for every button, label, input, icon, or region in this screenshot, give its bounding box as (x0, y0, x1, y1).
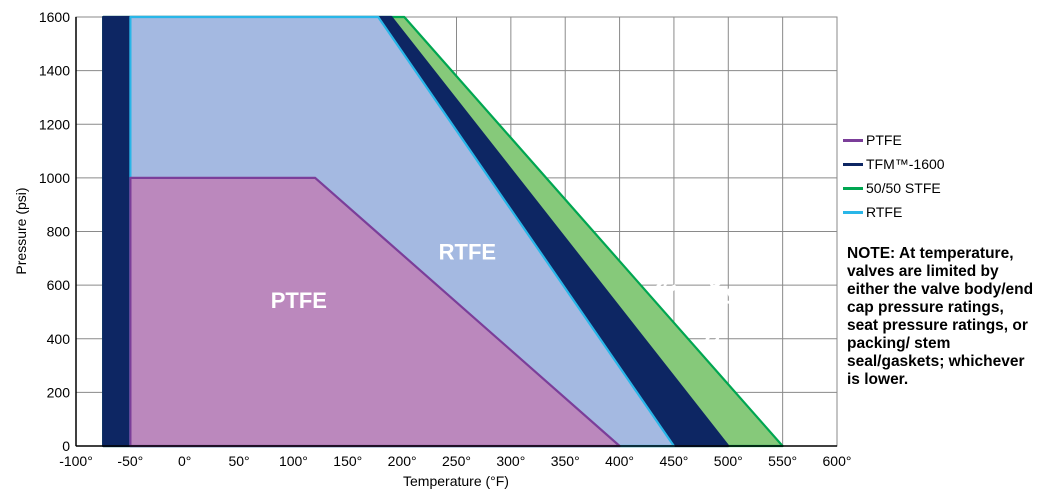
y-tick-label: 1000 (39, 170, 70, 186)
legend-label-stfe: 50/50 STFE (866, 180, 941, 196)
y-tick-label: 0 (62, 438, 70, 454)
x-tick-label: -100° (59, 453, 93, 469)
legend-item-stfe: 50/50 STFE (843, 176, 945, 200)
x-tick-label: 150° (333, 453, 362, 469)
legend-label-rtfe: RTFE (866, 204, 903, 220)
legend-label-ptfe: PTFE (866, 132, 902, 148)
x-tick-label: 300° (496, 453, 525, 469)
y-tick-label: 200 (47, 384, 71, 400)
legend: PTFE TFM™-1600 50/50 STFE RTFE (843, 128, 945, 224)
y-axis-title: Pressure (psi) (13, 187, 29, 274)
region-label-ptfe: PTFE (271, 288, 327, 313)
legend-swatch-ptfe (843, 138, 863, 142)
x-tick-label: 250° (442, 453, 471, 469)
legend-label-tfm-1600: TFM™-1600 (866, 156, 945, 172)
y-tick-label: 1200 (39, 116, 70, 132)
axes (75, 17, 837, 447)
note-text: NOTE: At temperature, valves are limited… (847, 245, 1034, 388)
x-tick-label: 200° (388, 453, 417, 469)
x-tick-label: 350° (551, 453, 580, 469)
x-tick-label: 450° (659, 453, 688, 469)
x-tick-label: 400° (605, 453, 634, 469)
legend-item-rtfe: RTFE (843, 200, 945, 224)
y-tick-label: 600 (47, 277, 71, 293)
x-tick-label: 0° (178, 453, 191, 469)
legend-swatch-rtfe (843, 210, 863, 214)
legend-item-tfm-1600: TFM™-1600 (843, 152, 945, 176)
x-tick-label: -50° (117, 453, 143, 469)
x-tick-label: 550° (768, 453, 797, 469)
y-tick-label: 1600 (39, 9, 70, 25)
x-axis-title: Temperature (°F) (403, 473, 509, 489)
y-tick-label: 400 (47, 331, 71, 347)
y-tick-label: 800 (47, 224, 71, 240)
legend-swatch-stfe (843, 186, 863, 190)
x-tick-label: 600° (823, 453, 852, 469)
rating-areas (102, 15, 784, 448)
x-tick-label: 100° (279, 453, 308, 469)
legend-swatch-tfm-1600 (843, 162, 863, 166)
x-tick-label: 50° (228, 453, 249, 469)
tick-labels: -100° -50° 0° 50° 100° 150° 200° 250° 300° 350° 40… (39, 9, 852, 469)
y-tick-label: 1400 (39, 63, 70, 79)
x-tick-label: 500° (714, 453, 743, 469)
region-label-rtfe: RTFE (439, 240, 496, 265)
legend-item-ptfe: PTFE (843, 128, 945, 152)
